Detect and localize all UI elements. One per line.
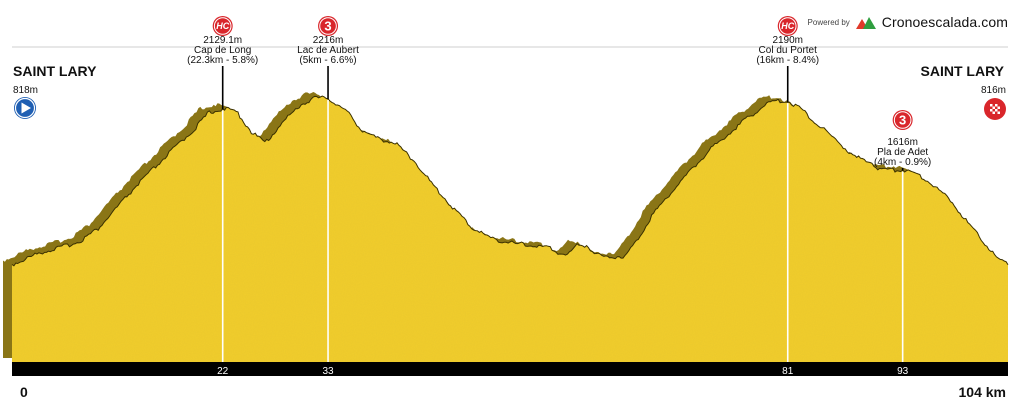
play-icon: [14, 97, 36, 119]
category-hc-badge: HC: [777, 16, 798, 36]
climb-details: (4km - 0.9%): [874, 157, 931, 168]
badge-category: HC: [781, 21, 794, 31]
badge-category: 3: [899, 113, 906, 128]
km-ticks: 0 22 33 81 93 104 km: [20, 366, 1006, 400]
badge-category: HC: [216, 21, 229, 31]
start-name: SAINT LARY: [13, 63, 97, 79]
climb-name: Cap de Long: [194, 45, 251, 56]
category-3-badge: 3: [318, 16, 339, 36]
profile-texture: [12, 96, 1008, 362]
badge-circle: [892, 110, 913, 130]
brand: Powered by Cronoescalada.com: [808, 12, 1008, 32]
profile-outline: [11, 95, 1009, 267]
climb-details: (16km - 8.4%): [756, 55, 819, 66]
brand-name: Cronoescalada.com: [881, 14, 1008, 30]
km-tick-label: 81: [782, 366, 794, 377]
badge-ring: [778, 17, 797, 35]
climb-name: Col du Portet: [759, 45, 818, 56]
category-3-badge: 3: [892, 110, 913, 130]
category-hc-badge: HC: [212, 16, 233, 36]
finish-altitude: 816m: [981, 85, 1006, 96]
checkered-flag-icon: [984, 98, 1006, 120]
profile-area: [3, 92, 1009, 362]
climb-altitude: 2190m: [772, 35, 803, 46]
badge-circle: [777, 16, 798, 36]
km-bar: [12, 362, 1008, 376]
climb-altitude: 2216m: [313, 35, 344, 46]
climb-name: Pla de Adet: [877, 147, 928, 158]
badge-ring: [893, 111, 912, 129]
badge-circle: [318, 16, 339, 36]
km-tick-label: 0: [20, 384, 28, 400]
km-tick-label: 93: [897, 366, 909, 377]
climb-altitude: 2129.1m: [203, 35, 242, 46]
mountains-icon: [855, 16, 876, 29]
badge-category: 3: [324, 19, 331, 34]
climb-altitude: 1616m: [887, 137, 918, 148]
climb-name: Lac de Aubert: [297, 45, 359, 56]
km-tick-label: 33: [322, 366, 334, 377]
powered-by-label: Powered by: [807, 17, 850, 27]
badge-ring: [213, 17, 232, 35]
km-tick-label: 104 km: [959, 384, 1006, 400]
badge-circle: [212, 16, 233, 36]
start-altitude: 818m: [13, 85, 38, 96]
climb-details: (5km - 6.6%): [299, 55, 356, 66]
km-tick-label: 22: [217, 366, 229, 377]
climb-details: (22.3km - 5.8%): [187, 55, 258, 66]
badge-ring: [319, 17, 337, 35]
finish-name: SAINT LARY: [921, 63, 1005, 79]
